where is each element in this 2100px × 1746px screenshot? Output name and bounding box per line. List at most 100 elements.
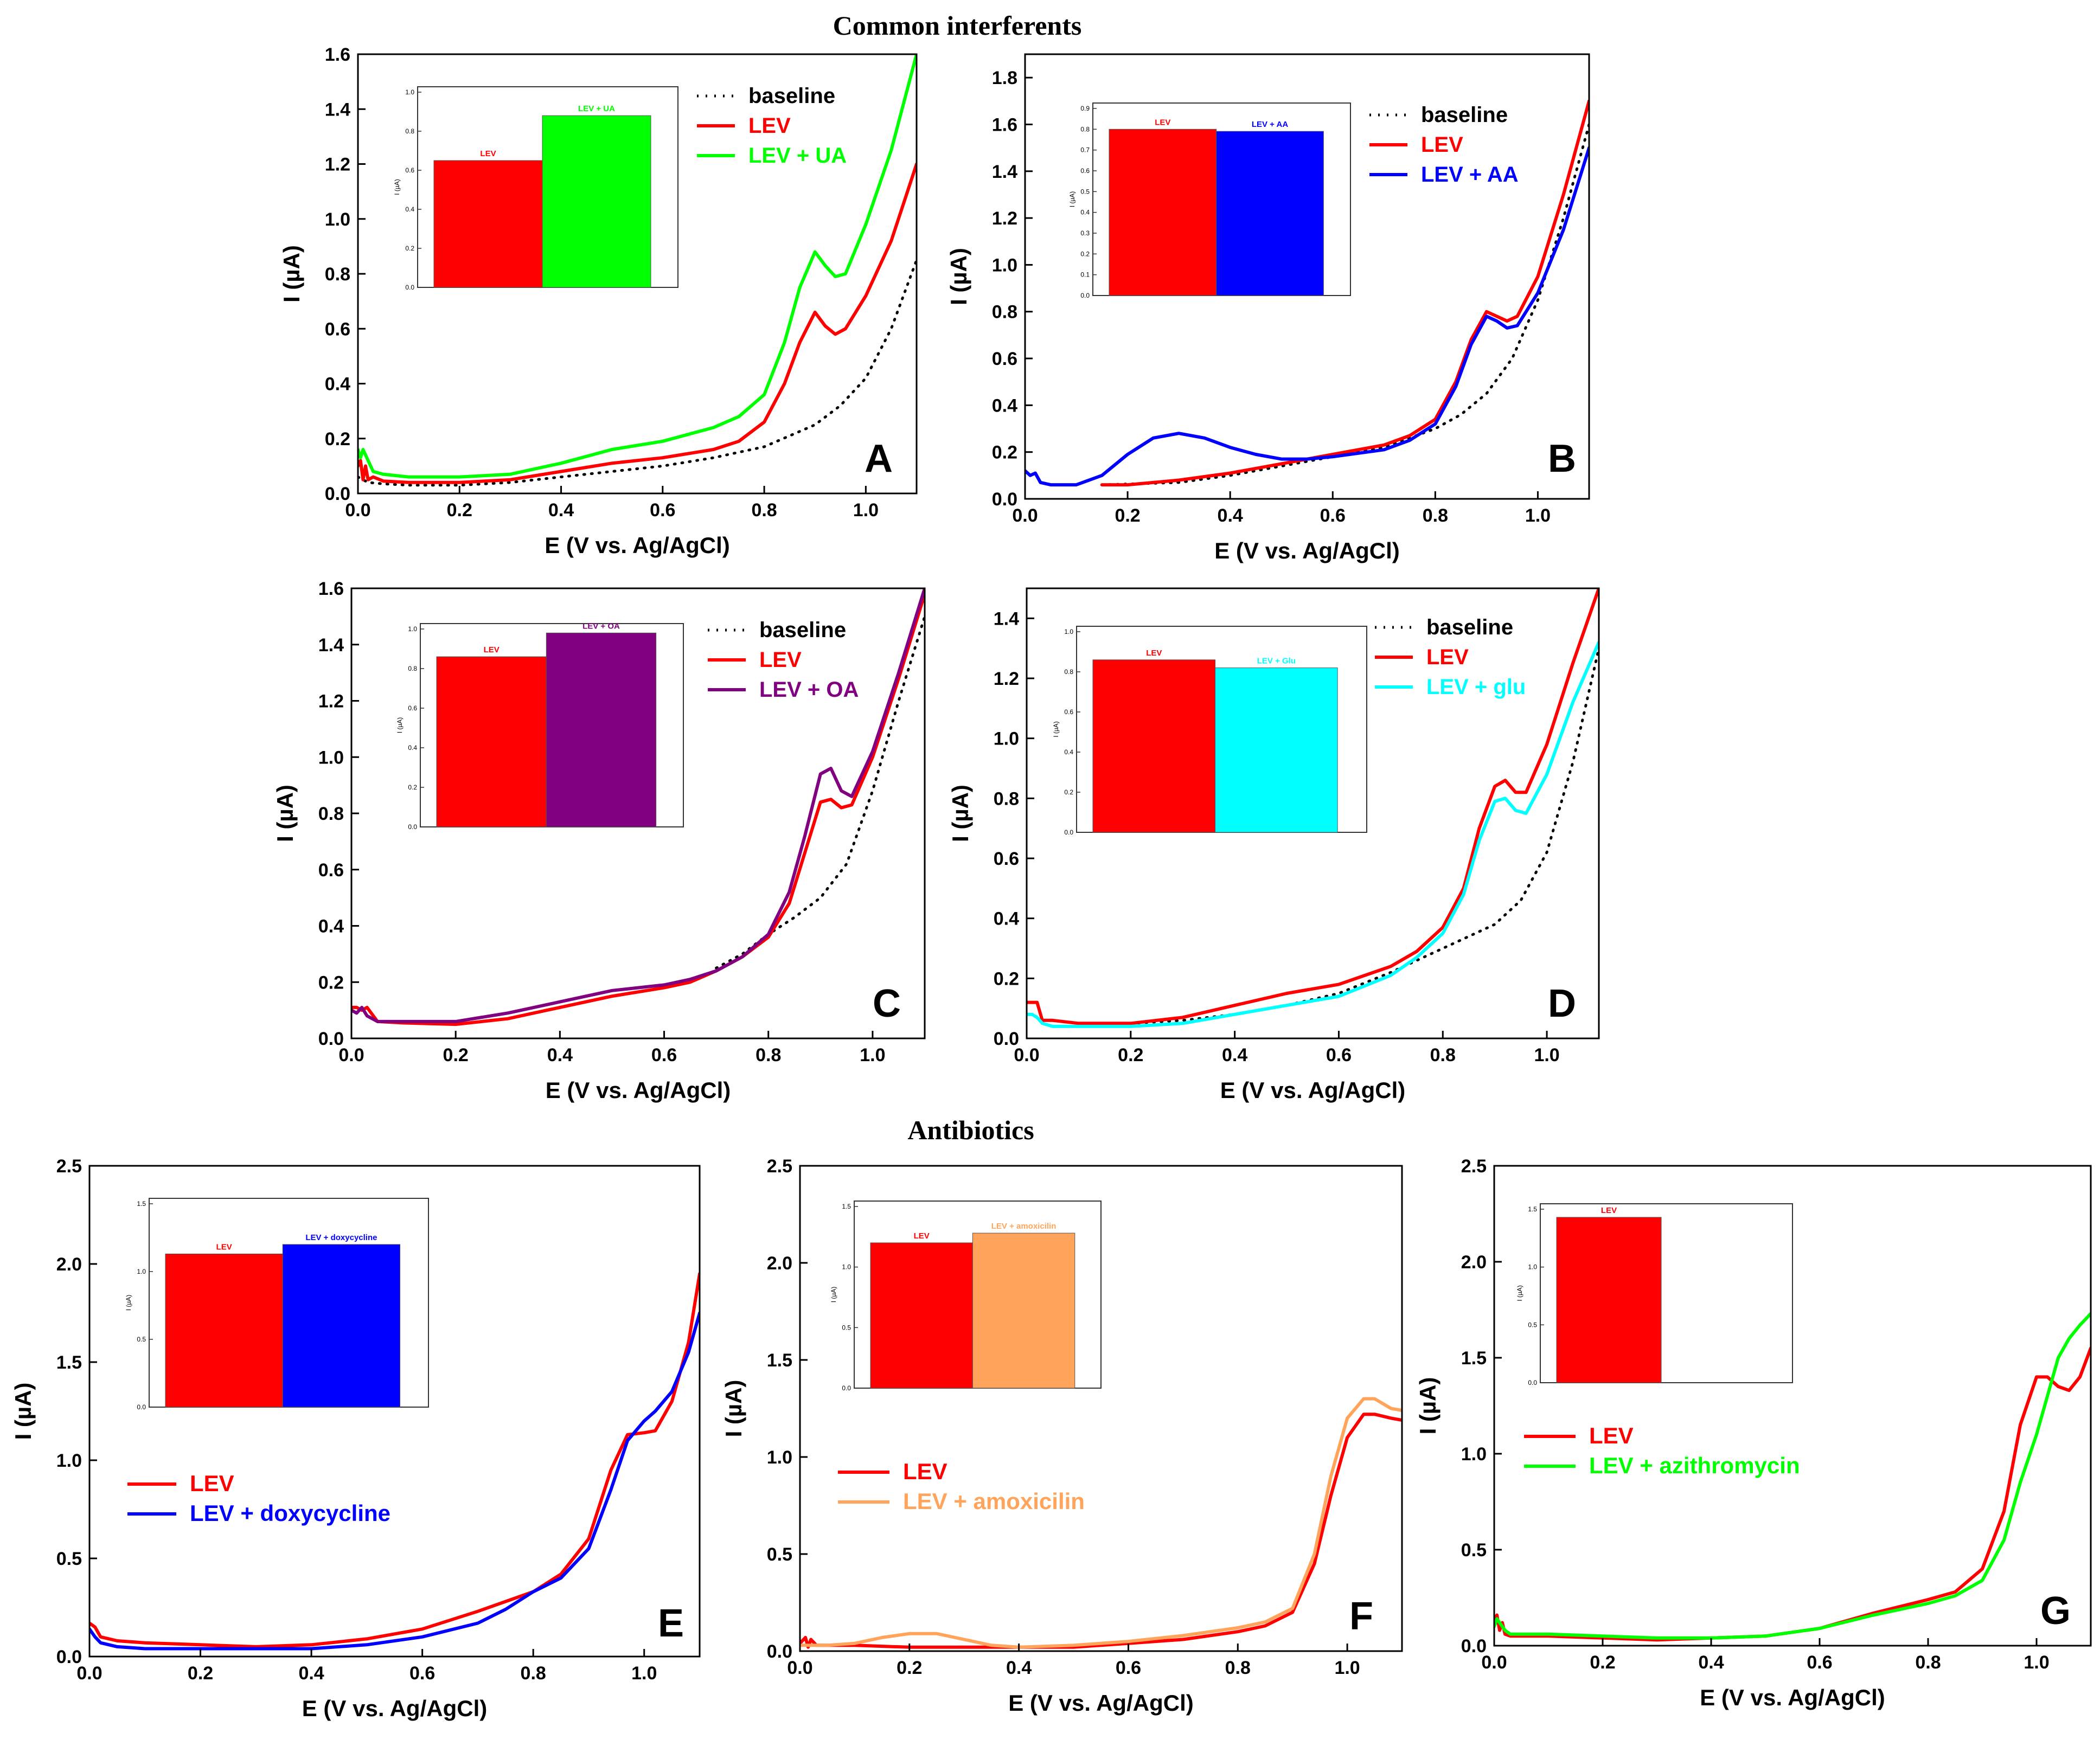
inset-bar-label-D-0: LEV [1146, 649, 1162, 658]
chart-panel-E: 0.0 0.2 0.4 0.6 0.8 1.0 0.0 0.5 1.0 1.5 2.0 2.5 E (V… [10, 1156, 701, 1721]
x-tick-label-G-5: 1.0 [2024, 1652, 2049, 1673]
x-tick-label-G-0: 0.0 [1481, 1652, 1507, 1673]
x-tick-label-A-5: 1.0 [853, 500, 879, 521]
x-tick-label-C-1: 0.2 [443, 1045, 469, 1065]
inset-bar-label-C-1: LEV + OA [582, 621, 620, 631]
y-tick-label-B-8: 1.6 [992, 114, 1017, 135]
inset-y-tick-label-D-1: 0.2 [1064, 788, 1073, 796]
panel-label-D: D [1548, 982, 1576, 1025]
series-line-F-0 [800, 1413, 1402, 1649]
legend-label-G-0: LEV [1589, 1423, 1634, 1448]
inset-bar-label-B-1: LEV + AA [1252, 120, 1289, 129]
x-tick-label-D-3: 0.6 [1326, 1045, 1352, 1065]
x-tick-label-D-5: 1.0 [1534, 1045, 1559, 1065]
inset-y-tick-label-B-3: 0.3 [1080, 229, 1090, 237]
x-tick-label-G-3: 0.6 [1807, 1652, 1832, 1673]
y-tick-label-A-7: 1.4 [325, 99, 350, 120]
y-tick-label-G-5: 2.5 [1461, 1156, 1487, 1177]
chart-panel-F: 0.0 0.2 0.4 0.6 0.8 1.0 0.0 0.5 1.0 1.5 2.0 2.5 E (V… [721, 1156, 1403, 1716]
y-tick-label-C-4: 0.8 [318, 804, 344, 824]
inset-bar-C-1 [546, 632, 657, 827]
inset-y-tick-label-B-9: 0.9 [1080, 105, 1090, 112]
x-tick-label-E-1: 0.2 [188, 1663, 213, 1684]
section-title-common: Common interferents [833, 10, 1082, 41]
inset-y-tick-label-C-5: 1.0 [408, 625, 417, 633]
x-tick-label-C-4: 0.8 [756, 1045, 781, 1065]
inset-y-tick-label-D-5: 1.0 [1064, 628, 1073, 636]
y-tick-label-G-0: 0.0 [1461, 1636, 1487, 1657]
inset-y-label-F: I (µA) [830, 1287, 837, 1303]
legend-label-D-0: baseline [1426, 615, 1513, 639]
legend-label-A-2: LEV + UA [748, 144, 847, 168]
inset-chart-E: 0.0 0.5 1.0 1.5 I (µA) LEV LEV + doxycycline [125, 1198, 429, 1411]
y-axis-label-A: I (µA) [279, 245, 304, 303]
inset-y-tick-label-E-2: 1.0 [137, 1268, 146, 1275]
inset-bar-label-F-1: LEV + amoxicilin [991, 1222, 1057, 1231]
y-tick-label-D-2: 0.4 [994, 909, 1019, 929]
x-tick-label-D-1: 0.2 [1118, 1045, 1143, 1065]
inset-y-tick-label-C-4: 0.8 [408, 665, 417, 672]
inset-chart-C: 0.0 0.2 0.4 0.6 0.8 1.0 I (µA) LEV LEV + OA [396, 621, 684, 831]
x-tick-label-F-1: 0.2 [897, 1658, 922, 1678]
chart-panel-D: 0.0 0.2 0.4 0.6 0.8 1.0 0.0 0.2 0.4 0.6 0.8 1.0 1.2 1… [947, 587, 1600, 1103]
x-tick-label-F-3: 0.6 [1116, 1658, 1141, 1678]
plot-frame-F [799, 1165, 1403, 1652]
legend-label-A-1: LEV [748, 114, 791, 138]
legend-label-C-0: baseline [759, 618, 846, 642]
y-tick-label-C-3: 0.6 [318, 860, 344, 881]
x-tick-label-B-3: 0.6 [1320, 505, 1346, 526]
y-tick-label-C-2: 0.4 [318, 916, 344, 937]
inset-bar-A-0 [433, 160, 543, 288]
y-tick-label-B-6: 1.2 [992, 208, 1017, 229]
x-tick-label-A-1: 0.2 [447, 500, 472, 521]
y-tick-label-G-2: 1.0 [1461, 1444, 1487, 1465]
inset-y-tick-label-C-2: 0.4 [408, 744, 417, 752]
x-tick-label-B-5: 1.0 [1525, 505, 1551, 526]
inset-bar-D-1 [1215, 667, 1338, 833]
inset-bar-B-1 [1216, 131, 1324, 296]
legend-label-B-1: LEV [1421, 133, 1463, 157]
inset-y-tick-label-B-0: 0.0 [1080, 292, 1090, 299]
y-tick-label-C-5: 1.0 [318, 747, 344, 768]
panel-label-C: C [873, 982, 901, 1025]
x-tick-label-D-4: 0.8 [1430, 1045, 1456, 1065]
legend-label-F-1: LEV + amoxicilin [903, 1488, 1085, 1514]
y-tick-label-F-4: 2.0 [767, 1253, 792, 1274]
series-line-C-2 [351, 588, 925, 1023]
x-tick-label-G-2: 0.4 [1698, 1652, 1724, 1673]
x-tick-label-A-4: 0.8 [751, 500, 777, 521]
x-tick-label-D-0: 0.0 [1014, 1045, 1039, 1065]
x-tick-label-B-0: 0.0 [1012, 505, 1038, 526]
series-line-C-0 [715, 615, 925, 970]
inset-y-tick-label-A-4: 0.8 [405, 127, 414, 135]
y-axis-label-B: I (µA) [946, 248, 971, 305]
inset-y-tick-label-B-4: 0.4 [1080, 209, 1090, 216]
legend-label-E-1: LEV + doxycycline [190, 1500, 390, 1526]
y-tick-label-F-3: 1.5 [767, 1350, 792, 1371]
y-tick-label-D-6: 1.2 [994, 669, 1019, 689]
inset-chart-F: 0.0 0.5 1.0 1.5 I (µA) LEV LEV + amoxicilin [830, 1201, 1102, 1392]
series-line-G-0 [1494, 1346, 2091, 1642]
section-title-antibiotics: Antibiotics [907, 1115, 1034, 1145]
y-tick-label-A-1: 0.2 [325, 429, 350, 450]
y-tick-label-C-1: 0.2 [318, 972, 344, 993]
inset-y-tick-label-C-0: 0.0 [408, 823, 417, 831]
y-tick-label-B-1: 0.2 [992, 442, 1017, 463]
legend-label-E-0: LEV [190, 1471, 234, 1496]
inset-y-tick-label-E-0: 0.0 [137, 1403, 146, 1411]
x-tick-label-E-3: 0.6 [409, 1663, 435, 1684]
legend-label-C-2: LEV + OA [759, 678, 859, 702]
inset-y-tick-label-B-7: 0.7 [1080, 146, 1090, 154]
inset-y-label-C: I (µA) [396, 717, 404, 734]
x-tick-label-C-5: 1.0 [860, 1045, 885, 1065]
legend-label-F-0: LEV [903, 1459, 947, 1484]
inset-y-tick-label-D-3: 0.6 [1064, 708, 1073, 716]
inset-y-tick-label-F-2: 1.0 [842, 1263, 851, 1271]
y-tick-label-E-1: 0.5 [56, 1549, 82, 1569]
inset-chart-D: 0.0 0.2 0.4 0.6 0.8 1.0 I (µA) LEV LEV + Glu [1052, 626, 1367, 836]
y-tick-label-B-3: 0.6 [992, 349, 1017, 369]
y-axis-label-D: I (µA) [947, 785, 973, 842]
chart-panel-G: 0.0 0.2 0.4 0.6 0.8 1.0 0.0 0.5 1.0 1.5 2.0 2.5 E (V… [1415, 1156, 2092, 1710]
x-axis-label-A: E (V vs. Ag/AgCl) [545, 532, 729, 558]
inset-bar-E-0 [165, 1254, 283, 1408]
